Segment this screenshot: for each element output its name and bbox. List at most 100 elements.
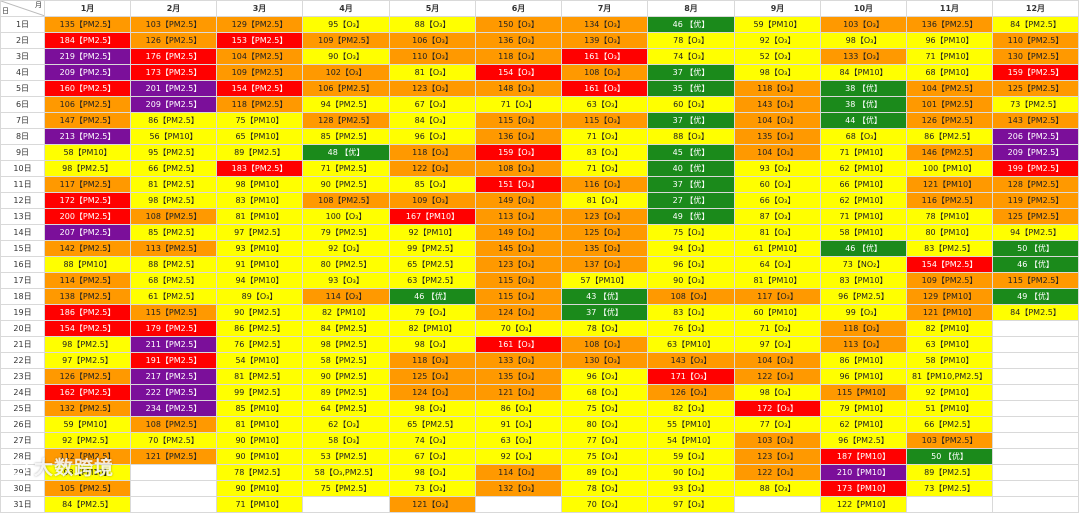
aqi-cell: 118【O₃】 bbox=[734, 80, 821, 97]
aqi-cell: 50 【优】 bbox=[992, 240, 1079, 257]
aqi-cell: 89【O₃】 bbox=[216, 288, 303, 305]
aqi-cell: 151【O₃】 bbox=[475, 176, 562, 193]
aqi-cell: 96【O₃】 bbox=[389, 128, 476, 145]
aqi-cell: 78【O₃】 bbox=[561, 320, 648, 337]
aqi-cell: 121【PM2.5】 bbox=[130, 448, 217, 465]
aqi-cell: 113【PM2.5】 bbox=[130, 240, 217, 257]
month-header: 7月 bbox=[561, 0, 648, 17]
day-label: 7日 bbox=[0, 112, 45, 129]
aqi-cell: 82【PM10】 bbox=[302, 304, 390, 321]
table-row: 13日 200【PM2.5】 108【PM2.5】 81【PM10】 100【O₃】 16… bbox=[0, 208, 1079, 225]
table-row: 10日 98【PM2.5】 66【PM2.5】 183【PM2.5】 71【PM2.5】… bbox=[0, 160, 1079, 177]
day-axis-label: 日 bbox=[2, 7, 9, 15]
aqi-cell: 88【O₃】 bbox=[647, 128, 735, 145]
aqi-cell: 187【PM10】 bbox=[820, 448, 907, 465]
aqi-cell: 62【PM10】 bbox=[820, 160, 907, 177]
table-row: 28日 112【PM2.5】 121【PM2.5】 90【PM10】 53【PM2.5】… bbox=[0, 448, 1079, 465]
aqi-cell: 184【PM2.5】 bbox=[44, 32, 131, 49]
day-label: 13日 bbox=[0, 208, 45, 225]
aqi-cell: 136【PM2.5】 bbox=[906, 16, 993, 33]
aqi-cell: 93【O₃】 bbox=[302, 272, 390, 289]
day-label: 22日 bbox=[0, 352, 45, 369]
watermark: 大数跨境 bbox=[10, 453, 114, 480]
aqi-cell: 51【PM10】 bbox=[906, 400, 993, 417]
aqi-cell: 89【PM2.5】 bbox=[906, 464, 993, 481]
aqi-cell: 147【PM2.5】 bbox=[44, 112, 131, 129]
aqi-cell: 126【O₃】 bbox=[647, 384, 735, 401]
aqi-cell: 62【PM10】 bbox=[820, 416, 907, 433]
day-label: 12日 bbox=[0, 192, 45, 209]
table-row: 26日 59【PM10】 108【PM2.5】 81【PM10】 62【O₃】 65【PM… bbox=[0, 416, 1079, 433]
day-label: 5日 bbox=[0, 80, 45, 97]
aqi-cell: 161【O₃】 bbox=[561, 48, 648, 65]
aqi-cell: 60【O₃】 bbox=[734, 176, 821, 193]
aqi-cell: 58【PM2.5】 bbox=[302, 352, 390, 369]
aqi-cell: 86【PM10】 bbox=[820, 352, 907, 369]
table-row: 1日 135【PM2.5】 103【PM2.5】 129【PM2.5】 95【O₃】 88… bbox=[0, 16, 1079, 33]
aqi-cell: 96【O₃】 bbox=[561, 368, 648, 385]
aqi-cell: 162【PM2.5】 bbox=[44, 384, 131, 401]
day-label: 2日 bbox=[0, 32, 45, 49]
aqi-cell: 154【O₃】 bbox=[475, 64, 562, 81]
aqi-cell: 142【PM2.5】 bbox=[44, 240, 131, 257]
aqi-cell: 43 【优】 bbox=[561, 288, 648, 305]
aqi-cell: 128【PM2.5】 bbox=[992, 176, 1079, 193]
diagonal-divider bbox=[1, 1, 44, 16]
aqi-cell: 122【O₃】 bbox=[389, 160, 476, 177]
aqi-cell: 88【O₃】 bbox=[389, 16, 476, 33]
aqi-cell: 114【O₃】 bbox=[302, 288, 390, 305]
aqi-cell: 113【O₃】 bbox=[820, 336, 907, 353]
day-label: 14日 bbox=[0, 224, 45, 241]
aqi-cell: 115【PM2.5】 bbox=[992, 272, 1079, 289]
aqi-cell: 172【PM2.5】 bbox=[44, 192, 131, 209]
aqi-cell: 71【PM10】 bbox=[820, 144, 907, 161]
aqi-cell: 118【PM2.5】 bbox=[216, 96, 303, 113]
aqi-cell: 123【O₃】 bbox=[475, 256, 562, 273]
aqi-cell: 153【PM2.5】 bbox=[216, 32, 303, 49]
aqi-cell bbox=[992, 320, 1079, 337]
table-row: 29日 93【PM10】 78【PM2.5】 58【O₃,PM2.5】 98【O₃】 11… bbox=[0, 464, 1079, 481]
aqi-cell: 104【PM2.5】 bbox=[906, 80, 993, 97]
table-row: 12日 172【PM2.5】 98【PM2.5】 83【PM10】 108【PM2.5】… bbox=[0, 192, 1079, 209]
aqi-cell: 59【O₃】 bbox=[647, 448, 735, 465]
aqi-cell: 115【PM2.5】 bbox=[130, 304, 217, 321]
aqi-cell: 92【PM10】 bbox=[389, 224, 476, 241]
aqi-cell: 106【PM2.5】 bbox=[302, 80, 390, 97]
aqi-cell: 117【PM2.5】 bbox=[44, 176, 131, 193]
day-label: 21日 bbox=[0, 336, 45, 353]
day-label: 23日 bbox=[0, 368, 45, 385]
aqi-cell: 96【PM10】 bbox=[906, 32, 993, 49]
day-label: 18日 bbox=[0, 288, 45, 305]
aqi-cell: 124【O₃】 bbox=[389, 384, 476, 401]
table-row: 21日 98【PM2.5】 211【PM2.5】 76【PM2.5】 98【PM2.5】… bbox=[0, 336, 1079, 353]
aqi-cell bbox=[992, 464, 1079, 481]
aqi-cell: 80【O₃】 bbox=[561, 416, 648, 433]
aqi-cell: 90【PM2.5】 bbox=[216, 304, 303, 321]
aqi-cell: 126【PM2.5】 bbox=[44, 368, 131, 385]
aqi-cell: 46 【优】 bbox=[992, 256, 1079, 273]
aqi-cell: 130【PM2.5】 bbox=[992, 48, 1079, 65]
aqi-cell: 103【O₃】 bbox=[820, 16, 907, 33]
aqi-cell: 58【O₃,PM2.5】 bbox=[302, 464, 390, 481]
aqi-cell: 103【PM2.5】 bbox=[130, 16, 217, 33]
aqi-cell: 108【O₃】 bbox=[561, 64, 648, 81]
aqi-cell: 132【PM2.5】 bbox=[44, 400, 131, 417]
aqi-cell: 96【PM2.5】 bbox=[820, 432, 907, 449]
aqi-cell: 92【PM2.5】 bbox=[44, 432, 131, 449]
aqi-cell: 98【PM10】 bbox=[216, 176, 303, 193]
aqi-cell: 88【PM2.5】 bbox=[130, 256, 217, 273]
aqi-cell: 108【PM2.5】 bbox=[130, 416, 217, 433]
aqi-cell: 89【PM2.5】 bbox=[216, 144, 303, 161]
aqi-cell bbox=[992, 432, 1079, 449]
aqi-cell: 135【O₃】 bbox=[475, 368, 562, 385]
aqi-cell: 66【O₃】 bbox=[734, 192, 821, 209]
aqi-cell: 46 【优】 bbox=[389, 288, 476, 305]
aqi-cell: 90【PM2.5】 bbox=[302, 368, 390, 385]
aqi-cell: 66【PM2.5】 bbox=[906, 416, 993, 433]
aqi-cell: 118【O₃】 bbox=[475, 48, 562, 65]
aqi-cell: 191【PM2.5】 bbox=[130, 352, 217, 369]
aqi-cell: 123【O₃】 bbox=[389, 80, 476, 97]
aqi-cell: 85【PM10】 bbox=[216, 400, 303, 417]
day-label: 24日 bbox=[0, 384, 45, 401]
table-row: 5日 160【PM2.5】 201【PM2.5】 154【PM2.5】 106【PM2.… bbox=[0, 80, 1079, 97]
